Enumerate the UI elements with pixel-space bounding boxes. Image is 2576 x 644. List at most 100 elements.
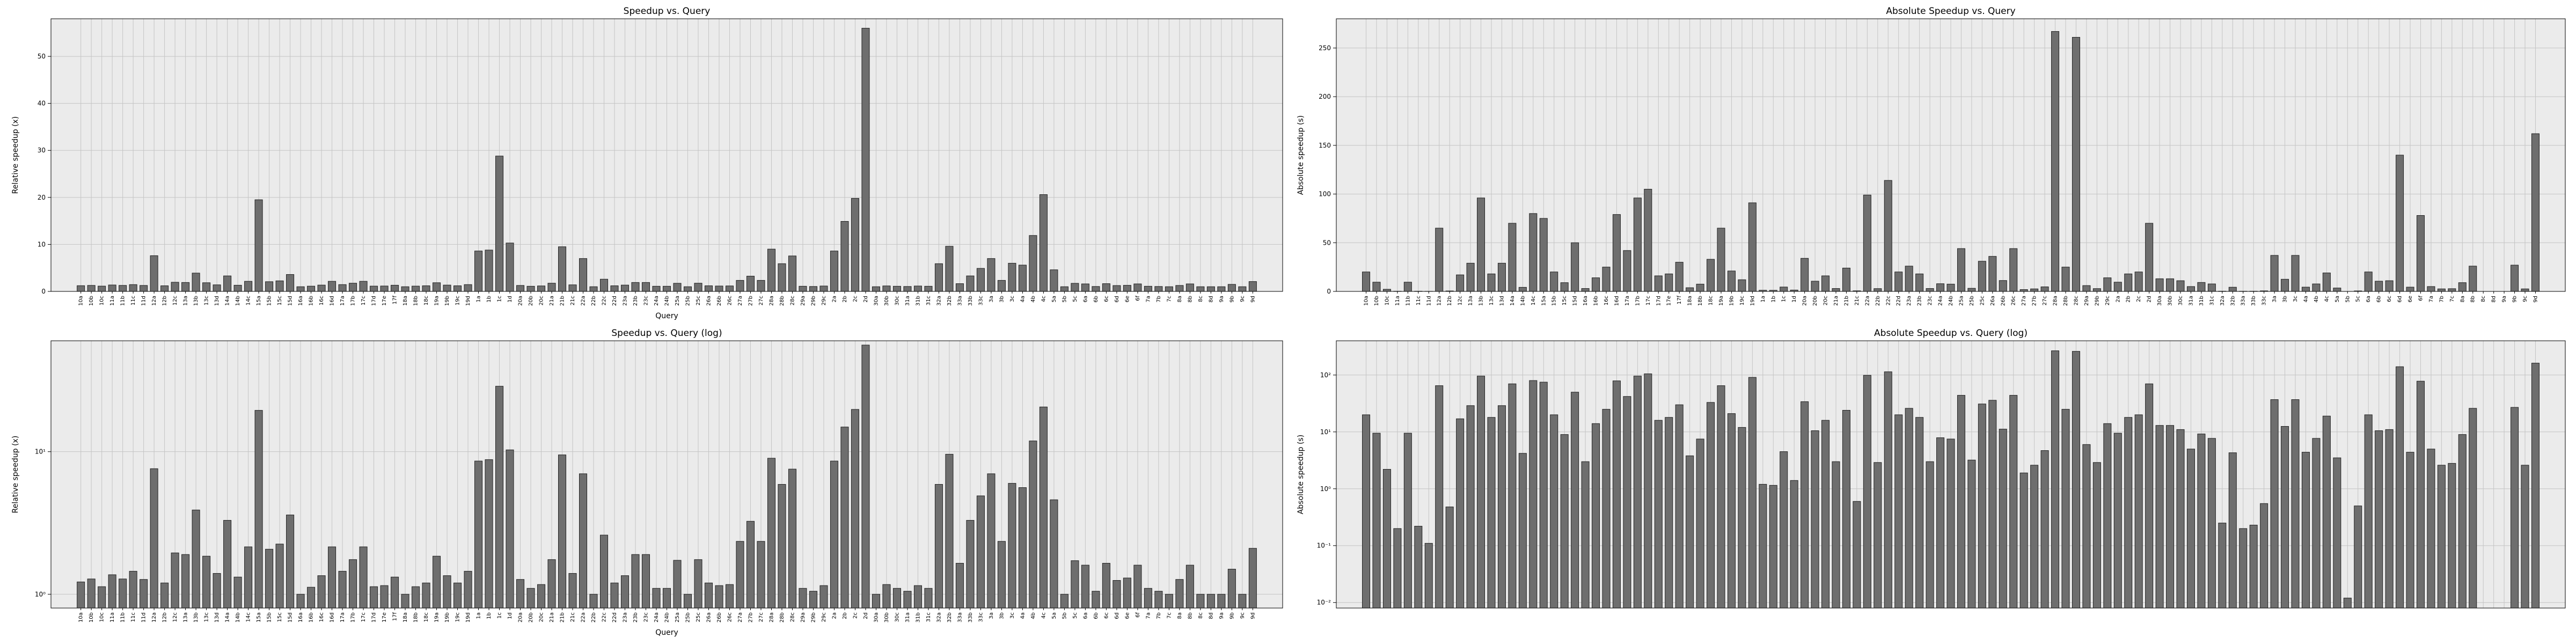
x-tick-label: 13d <box>214 612 220 623</box>
bar-14b <box>233 576 242 609</box>
bar-14a <box>223 275 232 292</box>
x-tick-label: 2c <box>852 296 858 302</box>
bar-15d <box>1571 242 1579 292</box>
bar-29a <box>799 588 807 609</box>
x-tick-label: 5c <box>2355 296 2361 302</box>
x-tick-label: 2d <box>863 296 869 303</box>
bar-30b <box>2166 278 2175 292</box>
chart-title: Speedup vs. Query (log) <box>611 328 722 339</box>
x-tick-label: 19c <box>455 612 461 622</box>
bar-31a <box>903 591 912 609</box>
bar-14a <box>1508 383 1517 609</box>
bar-15a <box>254 199 263 292</box>
x-tick-label: 23a <box>623 296 628 306</box>
x-tick-label: 11a <box>1395 296 1401 306</box>
bar-22c <box>599 535 609 609</box>
x-tick-label: 28c <box>789 296 795 305</box>
x-tick-label: 5a <box>1051 612 1057 619</box>
x-tick-label: 26b <box>2000 296 2006 306</box>
bar-6f <box>1133 565 1142 609</box>
x-tick-label: 28c <box>2073 296 2079 305</box>
bar-11a <box>108 574 116 609</box>
bar-4a <box>2301 452 2310 609</box>
bar-10c <box>1382 289 1391 292</box>
bar-8a <box>2458 282 2467 292</box>
x-tick-label: 24a <box>654 296 660 306</box>
x-tick-label: 33c <box>978 296 984 305</box>
x-tick-label: 4a <box>2303 296 2309 303</box>
y-tick-label: 50 <box>1323 239 1331 246</box>
x-tick-label: 2c <box>2136 296 2142 302</box>
bar-8c <box>1196 594 1205 609</box>
x-tick-label: 15a <box>1541 296 1547 306</box>
bar-4b <box>1029 235 1037 292</box>
bar-22a <box>579 258 588 292</box>
bar-24a <box>652 588 661 609</box>
bar-25c <box>1978 404 1986 609</box>
bar-31b <box>913 585 922 609</box>
bar-17a <box>1623 250 1631 292</box>
x-tick-label: 6f <box>1135 612 1141 618</box>
x-tick-label: 11c <box>1416 296 1422 305</box>
x-tick-label: 20c <box>539 612 545 622</box>
bar-24b <box>662 286 671 292</box>
x-tick-label: 9b <box>1229 296 1235 303</box>
x-tick-label: 31a <box>905 612 911 623</box>
chart-panel-2: 0 50 100 150 200 250 10a 10b 10c 11a 11b 11c 11d 12a 1… <box>1297 6 2566 306</box>
bar-4b <box>2312 283 2321 292</box>
bar-8a <box>1175 285 1184 292</box>
bar-25a <box>1957 248 1965 292</box>
bar-5a <box>1050 269 1058 292</box>
x-tick-label: 17f <box>392 296 398 305</box>
x-tick-label: 7b <box>2439 296 2445 303</box>
bar-27c <box>2040 286 2049 292</box>
x-tick-label: 27c <box>2042 296 2048 305</box>
bar-15c <box>1560 282 1569 292</box>
bar-30a <box>872 286 880 292</box>
y-tick-label: 10⁰ <box>35 590 46 598</box>
bar-17d <box>1654 420 1663 609</box>
bar-25b <box>1967 459 1976 609</box>
bar-21c <box>1853 501 1861 609</box>
bar-17e <box>1665 417 1673 609</box>
x-tick-label: 22c <box>1885 296 1891 305</box>
bar-1b <box>485 459 493 609</box>
x-tick-label: 30c <box>2178 296 2184 305</box>
bar-16a <box>1581 461 1590 609</box>
x-tick-label: 32b <box>947 296 953 306</box>
bar-13c <box>1487 273 1496 292</box>
x-tick-label: 16a <box>298 612 304 623</box>
x-tick-label: 21a <box>1833 296 1839 306</box>
bar-1c <box>1780 287 1788 292</box>
bar-19a <box>433 282 441 292</box>
x-tick-label: 6c <box>1103 612 1109 619</box>
bar-15a <box>1539 382 1548 609</box>
bar-18b <box>1696 438 1704 609</box>
x-tick-label: 5b <box>1062 612 1067 619</box>
bar-30a <box>2155 425 2164 609</box>
bar-22a <box>1863 375 1871 609</box>
x-tick-label: 25b <box>685 612 691 623</box>
x-tick-label: 9b <box>1229 612 1235 619</box>
bar-20c <box>1821 420 1830 609</box>
x-tick-label: 15d <box>288 296 294 306</box>
bar-1a <box>474 460 483 609</box>
bar-9b <box>2511 407 2519 609</box>
x-tick-label: 11d <box>1426 296 1432 306</box>
bar-9d <box>2531 133 2540 292</box>
x-tick-label: 27b <box>748 296 753 306</box>
bar-21a <box>547 283 556 292</box>
bar-4c <box>1039 194 1048 292</box>
bar-16b <box>307 286 316 292</box>
bar-31b <box>2197 282 2206 292</box>
x-tick-label: 16b <box>309 296 314 306</box>
bar-3a <box>2270 399 2279 609</box>
bar-24a <box>1936 283 1945 292</box>
bar-16a <box>296 286 305 292</box>
bar-28c <box>2072 351 2080 609</box>
x-tick-label: 18c <box>1708 296 1714 305</box>
bar-13d <box>1497 405 1506 609</box>
bar-6b <box>2375 281 2383 292</box>
bar-11b <box>1403 282 1412 292</box>
x-tick-label: 25b <box>685 296 691 306</box>
